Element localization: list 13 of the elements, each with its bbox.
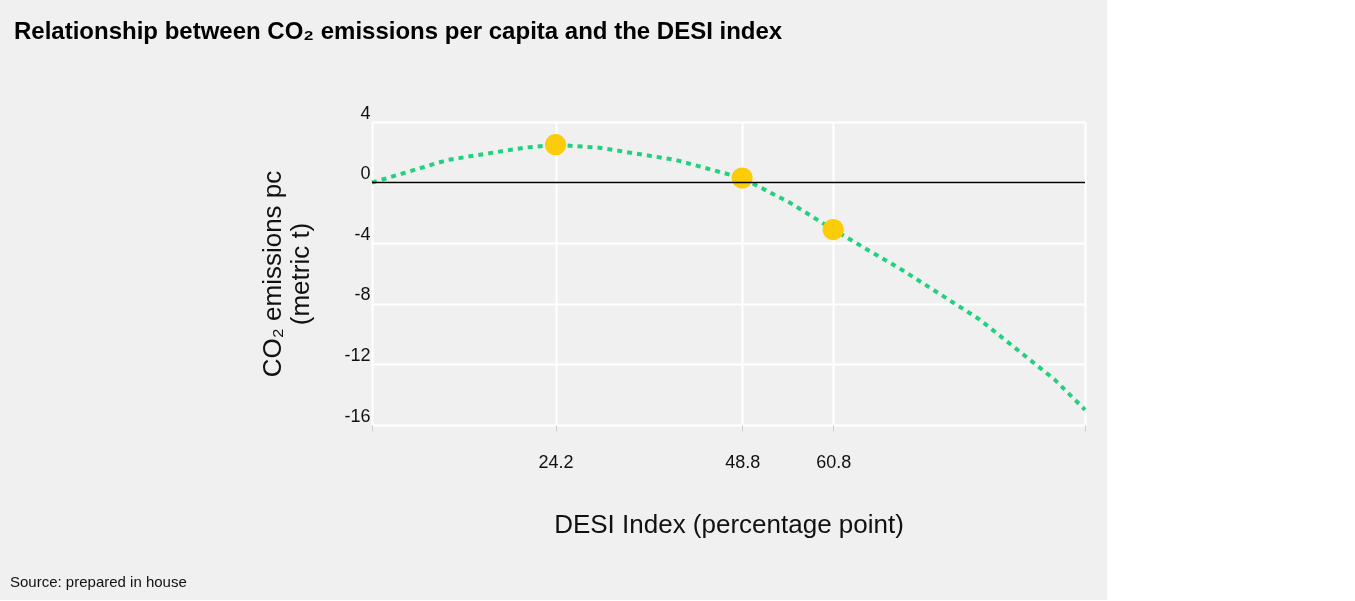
- y-tick-label: -8: [354, 284, 371, 305]
- x-tick-label: 60.8: [816, 451, 852, 472]
- x-tick-label: 48.8: [725, 451, 761, 472]
- y-axis-title: CO₂ emissions pc (metric t): [257, 170, 316, 378]
- x-axis-title: DESI Index (percentage point): [554, 508, 904, 539]
- y-tick-label: 4: [360, 102, 371, 123]
- source-note: Source: prepared in house: [10, 573, 187, 590]
- x-tick-label: 24.2: [538, 451, 574, 472]
- y-tick-label: -16: [344, 405, 371, 426]
- y-tick-label: -12: [344, 344, 371, 365]
- y-tick-label: -4: [354, 223, 371, 244]
- y-tick-label: 0: [360, 163, 371, 184]
- chart-title: Relationship between CO₂ emissions per capita and the DESI index: [14, 17, 783, 44]
